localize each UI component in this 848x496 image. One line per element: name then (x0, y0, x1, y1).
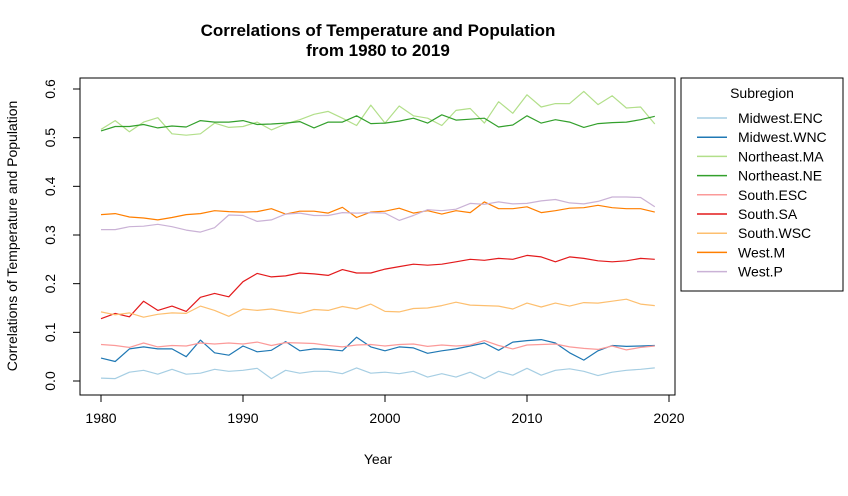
x-axis: 1980 1990 2000 2010 2020 (85, 394, 685, 426)
legend-box (680, 77, 844, 292)
series-line-northeast-ne (100, 114, 655, 132)
series-line-west-p (101, 196, 656, 233)
y-tick-label: 0.6 (42, 79, 58, 99)
y-axis-label: Correlations of Temperature and Populati… (4, 101, 20, 372)
plot-frame (79, 77, 676, 396)
legend-title: Subregion (730, 85, 794, 101)
x-tick-label: 1980 (85, 410, 116, 426)
y-tick-label: 0.0 (42, 371, 58, 391)
x-tick-label: 1990 (227, 410, 258, 426)
y-tick-label: 0.3 (42, 225, 58, 245)
series-line-south-sa (100, 254, 655, 320)
y-tick-label: 0.2 (42, 274, 58, 294)
series-line-south-wsc (100, 298, 655, 318)
chart-title: Correlations of Temperature and Populati… (201, 21, 556, 40)
x-axis-label: Year (364, 451, 393, 467)
x-tick-label: 2020 (653, 410, 684, 426)
y-axis: 0.0 0.1 0.2 0.3 0.4 0.5 0.6 (42, 79, 81, 391)
x-tick-label: 2000 (369, 410, 400, 426)
legend-label: West.M (738, 244, 785, 260)
series-line-midwest-wnc (100, 336, 655, 363)
y-tick-label: 0.1 (42, 322, 58, 342)
series-line-northeast-ma (100, 90, 656, 136)
legend-label: Northeast.MA (738, 148, 824, 164)
series-line-south-esc (100, 340, 655, 351)
series-line-west-m (100, 201, 655, 221)
chart-subtitle: from 1980 to 2019 (306, 41, 450, 60)
legend-label: Northeast.NE (738, 168, 822, 184)
x-tick-label: 2010 (511, 410, 542, 426)
legend-label: Midwest.ENC (738, 110, 823, 126)
legend: Subregion Midwest.ENC Midwest.WNC Northeas… (680, 77, 844, 292)
y-tick-label: 0.5 (42, 128, 58, 148)
legend-label: Midwest.WNC (738, 129, 827, 145)
series-line-midwest-enc (100, 367, 655, 380)
legend-items: Midwest.ENC Midwest.WNC Northeast.MA Northe… (697, 110, 827, 280)
series-lines (100, 90, 656, 380)
legend-label: South.SA (738, 206, 798, 222)
legend-label: South.WSC (738, 225, 811, 241)
y-tick-label: 0.4 (42, 176, 58, 196)
legend-label: South.ESC (738, 187, 807, 203)
legend-label: West.P (738, 264, 783, 280)
